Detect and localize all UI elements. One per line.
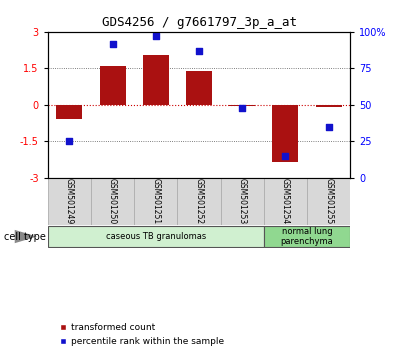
Bar [91, 178, 134, 225]
Point [109, 41, 116, 46]
Text: GSM501255: GSM501255 [324, 178, 333, 224]
Point [239, 105, 246, 110]
Bar [264, 178, 307, 225]
Bar [316, 105, 341, 107]
Bar [57, 105, 82, 119]
Point [326, 124, 332, 130]
Text: GSM501252: GSM501252 [195, 178, 203, 224]
Bar [48, 178, 91, 225]
Bar [307, 178, 350, 225]
Bar [186, 71, 212, 105]
Text: normal lung
parenchyma: normal lung parenchyma [281, 227, 334, 246]
Point [282, 153, 289, 159]
Text: GSM501254: GSM501254 [281, 178, 290, 224]
Text: GSM501250: GSM501250 [108, 178, 117, 224]
Bar [100, 66, 125, 105]
Bar [220, 178, 264, 225]
Text: caseous TB granulomas: caseous TB granulomas [105, 232, 206, 241]
Bar [143, 55, 169, 105]
Text: GSM501251: GSM501251 [151, 178, 160, 224]
Bar [229, 105, 255, 106]
Text: GSM501249: GSM501249 [65, 178, 74, 224]
Point [196, 48, 202, 54]
Point [66, 138, 72, 144]
Bar [273, 105, 298, 162]
Bar [134, 178, 178, 225]
Bar [178, 178, 220, 225]
Point [152, 33, 159, 39]
Polygon shape [15, 230, 37, 243]
Bar [264, 227, 350, 247]
Text: GDS4256 / g7661797_3p_a_at: GDS4256 / g7661797_3p_a_at [101, 16, 297, 29]
Text: cell type: cell type [4, 232, 46, 241]
Legend: transformed count, percentile rank within the sample: transformed count, percentile rank withi… [56, 320, 227, 349]
Bar [48, 227, 264, 247]
Text: GSM501253: GSM501253 [238, 178, 247, 224]
